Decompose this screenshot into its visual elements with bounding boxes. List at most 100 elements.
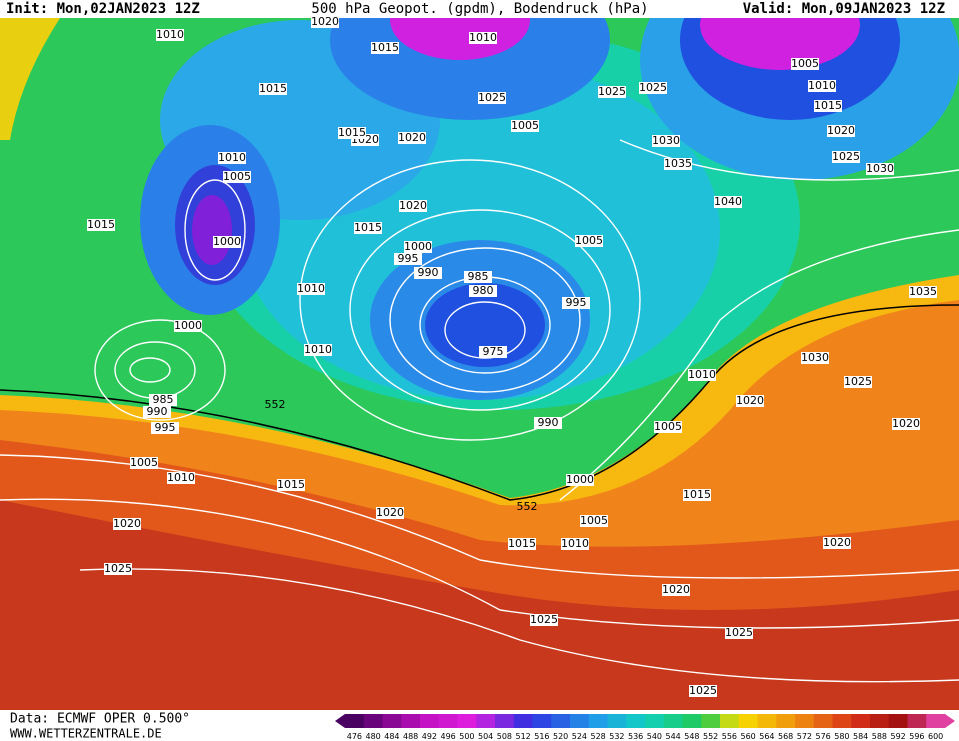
colorbar-label: 484 xyxy=(384,732,399,741)
colorbar-cell xyxy=(738,714,758,728)
pressure-label: 1010 xyxy=(156,28,184,41)
pressure-label: 1010 xyxy=(561,537,589,550)
colorbar-arrow-right xyxy=(945,714,955,728)
colorbar-label: 556 xyxy=(722,732,737,741)
colorbar-cell xyxy=(926,714,946,728)
label-bg xyxy=(113,518,141,530)
label-bg xyxy=(801,352,829,364)
label-bg xyxy=(174,320,202,332)
pressure-label: 1015 xyxy=(683,488,711,501)
colorbar-label: 584 xyxy=(853,732,868,741)
colorbar-cell xyxy=(607,714,627,728)
colorbar-cell xyxy=(682,714,702,728)
pressure-label: 980 xyxy=(473,284,494,297)
pressure-label: 1020 xyxy=(892,417,920,430)
pressure-label: 1040 xyxy=(714,195,742,208)
map-field xyxy=(0,18,959,710)
pressure-label: 1010 xyxy=(218,151,246,164)
label-bg xyxy=(297,283,325,295)
label-bg xyxy=(479,346,507,358)
pressure-label: 1010 xyxy=(297,282,325,295)
colorbar-cell xyxy=(701,714,721,728)
label-bg xyxy=(338,127,366,139)
label-bg xyxy=(909,286,937,298)
label-bg xyxy=(511,120,539,132)
pressure-label: 985 xyxy=(468,270,489,283)
pressure-label: 1015 xyxy=(338,126,366,139)
colorbar-cell xyxy=(438,714,458,728)
contour-label: 552 xyxy=(517,500,538,513)
label-bg xyxy=(404,241,432,253)
pressure-label: 1005 xyxy=(223,170,251,183)
colorbar-label: 576 xyxy=(815,732,830,741)
map-title: 500 hPa Geopot. (gpdm), Bodendruck (hPa) xyxy=(311,1,648,17)
colorbar-cell xyxy=(420,714,440,728)
colorbar-label: 488 xyxy=(403,732,418,741)
label-bg xyxy=(689,685,717,697)
colorbar-cell xyxy=(588,714,608,728)
colorbar-cell xyxy=(832,714,852,728)
label-bg xyxy=(688,369,716,381)
pressure-label: 1000 xyxy=(566,473,594,486)
label-bg xyxy=(508,538,536,550)
label-bg xyxy=(823,537,851,549)
colorbar-cell xyxy=(888,714,908,728)
colorbar-label: 496 xyxy=(440,732,455,741)
label-bg xyxy=(654,421,682,433)
colorbar-cell xyxy=(513,714,533,728)
pressure-label: 1020 xyxy=(736,394,764,407)
label-bg xyxy=(844,376,872,388)
pressure-label: 995 xyxy=(566,296,587,309)
init-time: Init: Mon,02JAN2023 12Z xyxy=(6,1,200,17)
colorbar-cell xyxy=(570,714,590,728)
colorbar: 476 480 484 488 492 496 500 504 508 512 516 520 524 5… xyxy=(335,714,955,741)
pressure-label: 1020 xyxy=(398,131,426,144)
colorbar-label: 568 xyxy=(778,732,793,741)
label-bg xyxy=(464,271,492,283)
pressure-label: 1015 xyxy=(87,218,115,231)
labels: 552 552 1010 1020 1015 1010 1005 1010 1015 1025 10… xyxy=(87,15,937,697)
colorbar-label: 532 xyxy=(609,732,624,741)
label-bg xyxy=(156,29,184,41)
colorbar-arrow-left xyxy=(335,714,345,728)
label-bg xyxy=(736,395,764,407)
label-bg xyxy=(652,135,680,147)
pressure-label: 1000 xyxy=(174,319,202,332)
colorbar-label: 548 xyxy=(684,732,699,741)
colorbar-label: 560 xyxy=(740,732,755,741)
colorbar-label: 520 xyxy=(553,732,568,741)
label-bg xyxy=(398,132,426,144)
colorbar-cell xyxy=(626,714,646,728)
pressure-label: 1015 xyxy=(371,41,399,54)
pressure-label: 1015 xyxy=(354,221,382,234)
label-bg xyxy=(104,563,132,575)
label-bg xyxy=(639,82,667,94)
label-bg xyxy=(311,16,339,28)
pressure-label: 1005 xyxy=(791,57,819,70)
pressure-label: 1000 xyxy=(404,240,432,253)
pressure-label: 1005 xyxy=(580,514,608,527)
pressure-label: 1020 xyxy=(113,517,141,530)
label-bg xyxy=(561,538,589,550)
pressure-label: 1010 xyxy=(167,471,195,484)
colorbar-cell xyxy=(532,714,552,728)
colorbar-cell xyxy=(795,714,815,728)
colorbar-cell xyxy=(907,714,927,728)
label-bg xyxy=(376,507,404,519)
pressure-label: 1035 xyxy=(909,285,937,298)
colorbar-label: 564 xyxy=(759,732,774,741)
label-bg xyxy=(530,614,558,626)
pressure-label: 1005 xyxy=(511,119,539,132)
label-bg xyxy=(354,222,382,234)
colorbar-cell xyxy=(495,714,515,728)
pressure-label: 1000 xyxy=(213,235,241,248)
label-bg xyxy=(683,489,711,501)
pressure-label: 1015 xyxy=(508,537,536,550)
label-bg xyxy=(478,92,506,104)
data-source: Data: ECMWF OPER 0.500° xyxy=(10,712,190,727)
label-bg xyxy=(562,297,590,309)
pressure-label: 1020 xyxy=(399,199,427,212)
pressure-label: 985 xyxy=(153,393,174,406)
pressure-label: 1015 xyxy=(814,99,842,112)
